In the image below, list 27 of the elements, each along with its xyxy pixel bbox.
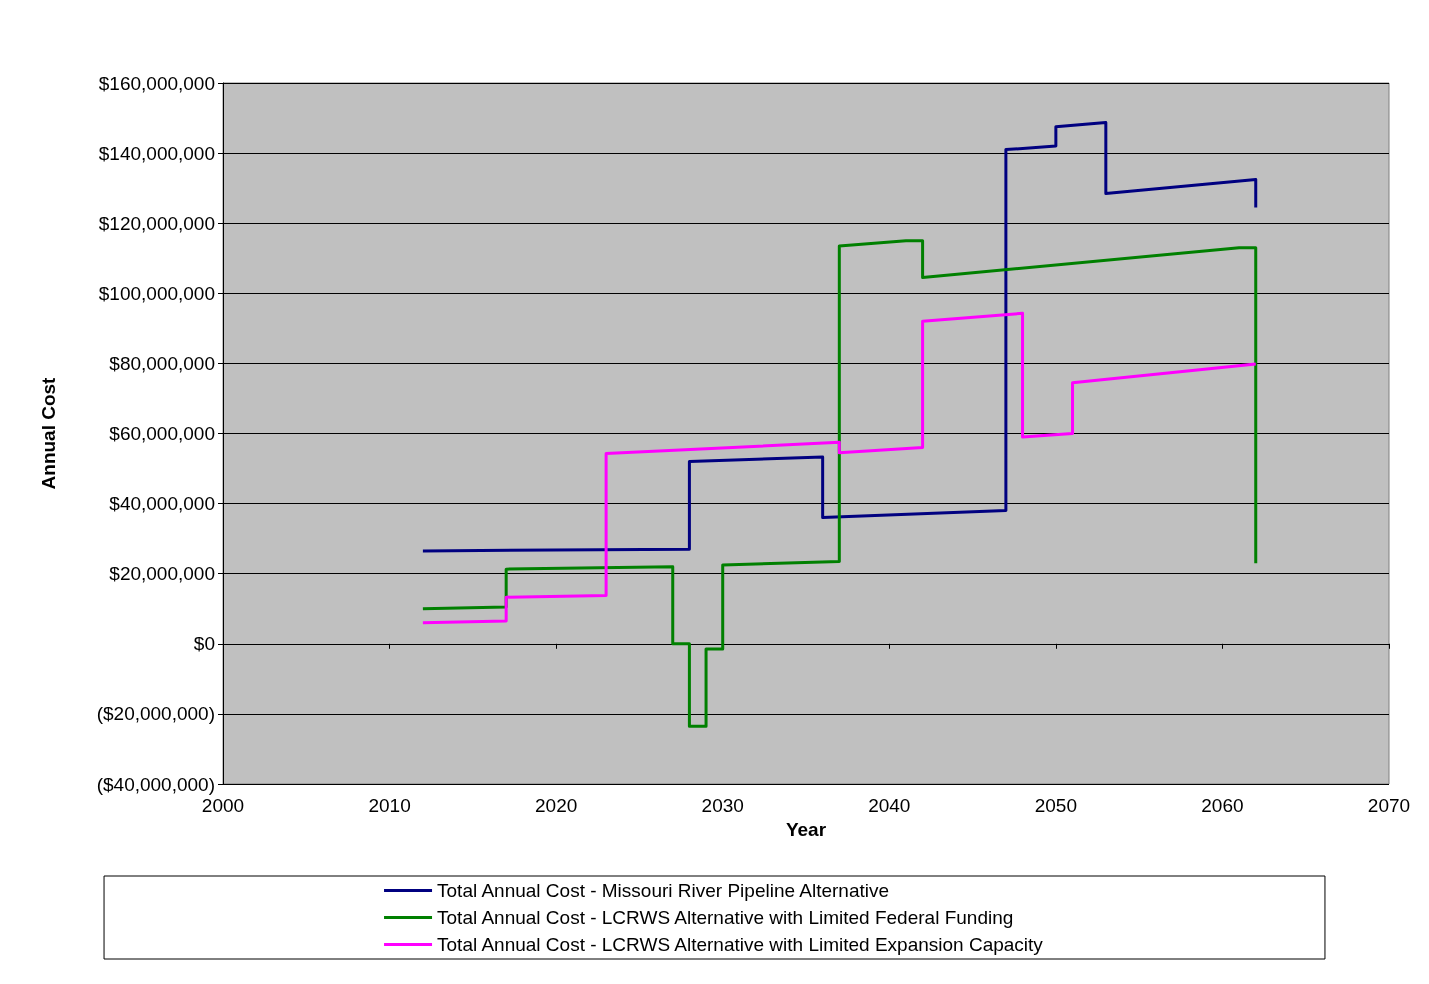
y-tick-label: $140,000,000 <box>98 142 215 164</box>
legend-label: Total Annual Cost - LCRWS Alternative with Limited Expansion Capacity <box>437 934 1044 955</box>
y-tick-label: $20,000,000 <box>109 563 215 585</box>
y-tick-label: $0 <box>193 633 215 655</box>
line-series <box>421 121 1258 553</box>
x-tick-label: 2020 <box>535 795 578 816</box>
y-tick-label: $40,000,000 <box>109 493 215 515</box>
y-tick-label: $120,000,000 <box>98 212 215 234</box>
y-tick-label: $80,000,000 <box>109 352 215 374</box>
y-tick-label: $100,000,000 <box>98 282 215 304</box>
y-tick-label: ($40,000,000) <box>96 773 215 795</box>
x-tick-label: 2030 <box>701 795 744 816</box>
legend-label: Total Annual Cost - Missouri River Pipeline Alternative <box>437 880 890 901</box>
line-series <box>421 239 1258 728</box>
y-tick-label: $160,000,000 <box>98 72 215 94</box>
legend-label: Total Annual Cost - LCRWS Alternative with Limited Federal Funding <box>437 907 1014 928</box>
line-series <box>421 311 1258 625</box>
x-axis-title: Year <box>785 819 827 840</box>
y-axis-title: Annual Cost <box>38 376 59 490</box>
x-tick-label: 2000 <box>201 795 245 816</box>
x-tick-label: 2060 <box>1201 795 1244 816</box>
y-tick-label: $60,000,000 <box>109 423 215 444</box>
x-tick-label: 2070 <box>1367 795 1411 816</box>
x-tick-label: 2040 <box>868 795 911 816</box>
x-tick-label: 2050 <box>1034 795 1077 816</box>
x-tick-label: 2010 <box>368 795 411 816</box>
y-tick-label: ($20,000,000) <box>96 703 215 725</box>
